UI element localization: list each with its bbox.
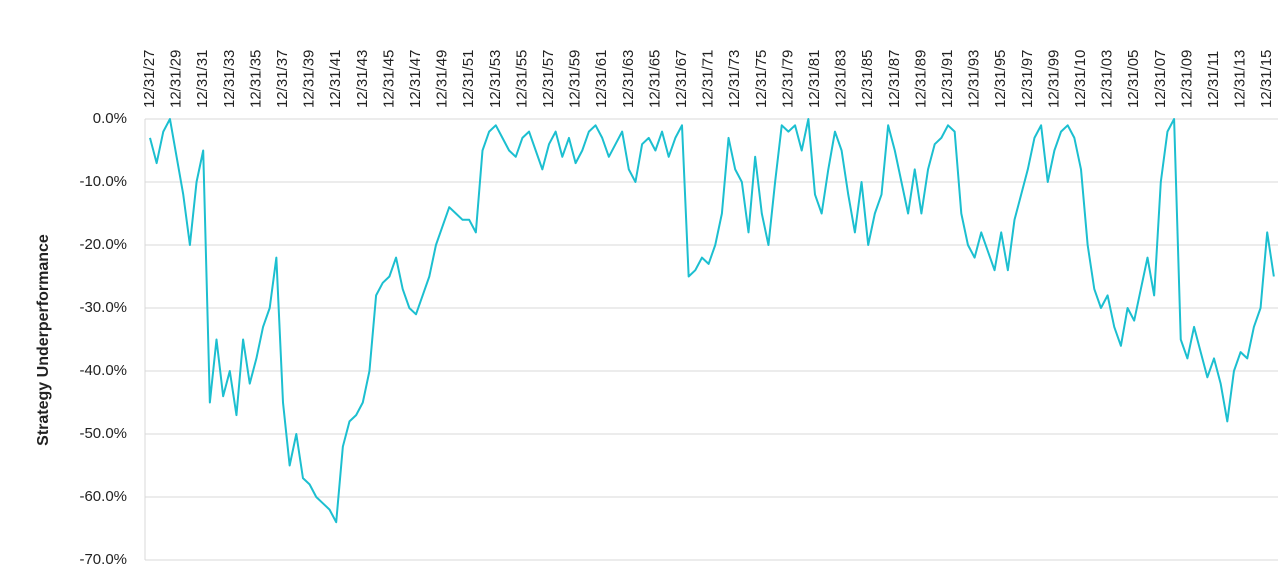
x-tick-label: 12/31/11 (1205, 51, 1222, 108)
x-tick-label: 12/31/13 (1232, 50, 1249, 108)
x-tick-label: 12/31/97 (1019, 50, 1036, 108)
x-tick-label: 12/31/55 (513, 50, 530, 108)
x-tick-label: 12/31/99 (1045, 50, 1062, 108)
x-tick-label: 12/31/85 (859, 50, 876, 108)
y-tick-label: -50.0% (79, 425, 127, 442)
x-tick-label: 12/31/59 (567, 50, 584, 108)
x-tick-label: 12/31/09 (1178, 50, 1195, 108)
x-tick-label: 12/31/53 (487, 50, 504, 108)
x-tick-label: 12/31/49 (434, 50, 451, 108)
x-tick-label: 12/31/07 (1152, 50, 1169, 108)
data-line (149, 118, 1275, 524)
y-axis-title: Strategy Underperformance (35, 234, 52, 446)
x-tick-label: 12/31/89 (912, 50, 929, 108)
x-tick-label: 12/31/03 (1099, 50, 1116, 108)
x-tick-label: 12/31/05 (1125, 50, 1142, 108)
y-tick-label: -30.0% (79, 299, 127, 316)
x-tick-label: 12/31/41 (327, 50, 344, 108)
x-tick-label: 12/31/27 (141, 50, 158, 108)
x-tick-label: 12/31/87 (886, 50, 903, 108)
y-tick-label: -20.0% (79, 236, 127, 253)
x-tick-label: 12/31/45 (380, 50, 397, 108)
x-tick-label: 12/31/71 (700, 50, 717, 108)
x-tick-label: 12/31/81 (806, 50, 823, 108)
x-tick-label: 12/31/63 (620, 50, 637, 108)
y-tick-label: -10.0% (79, 173, 127, 190)
y-tick-label: -40.0% (79, 362, 127, 379)
y-tick-label: -70.0% (79, 551, 127, 568)
x-tick-label: 12/31/83 (833, 50, 850, 108)
x-tick-label: 12/31/73 (726, 50, 743, 108)
x-tick-label: 12/31/95 (992, 50, 1009, 108)
x-tick-label: 12/31/35 (247, 50, 264, 108)
y-tick-label: 0.0% (93, 110, 127, 127)
x-tick-label: 12/31/33 (221, 50, 238, 108)
x-tick-label: 12/31/57 (540, 50, 557, 108)
x-tick-label: 12/31/93 (966, 50, 983, 108)
x-tick-label: 12/31/15 (1258, 50, 1275, 108)
x-tick-label: 12/31/61 (593, 50, 610, 108)
x-tick-label: 12/31/31 (194, 50, 211, 108)
x-tick-label: 12/31/29 (168, 50, 185, 108)
x-tick-label: 12/31/10 (1072, 50, 1089, 108)
x-tick-label: 12/31/79 (779, 50, 796, 108)
x-tick-label: 12/31/47 (407, 50, 424, 108)
x-tick-label: 12/31/43 (354, 50, 371, 108)
x-tick-label: 12/31/39 (301, 50, 318, 108)
x-tick-label: 12/31/91 (939, 50, 956, 108)
x-tick-label: 12/31/51 (460, 50, 477, 108)
x-tick-label: 12/31/65 (646, 50, 663, 108)
x-tick-label: 12/31/37 (274, 50, 291, 108)
y-tick-label: -60.0% (79, 488, 127, 505)
x-tick-label: 12/31/75 (753, 50, 770, 108)
x-tick-label: 12/31/67 (673, 50, 690, 108)
